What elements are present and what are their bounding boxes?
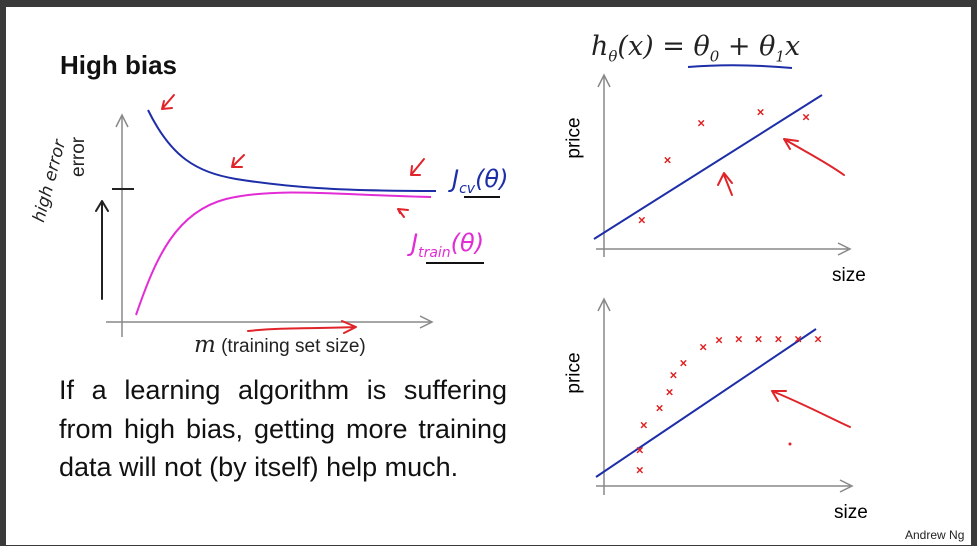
m-variable: m <box>194 332 216 358</box>
data-point-marker: × <box>665 384 674 400</box>
jtrain-curve <box>135 191 432 316</box>
data-point-marker: × <box>794 331 802 347</box>
data-point-marker: × <box>697 115 705 130</box>
learning-curve-arrows <box>161 94 425 334</box>
jcv-sub: cv <box>459 180 476 197</box>
data-point-marker: × <box>636 462 644 478</box>
equation-underline <box>687 64 793 69</box>
jcv-j: J <box>452 165 460 193</box>
data-point-marker: × <box>663 152 672 168</box>
top-plot-axes <box>596 73 852 257</box>
training-set-size-text: (training set size) <box>221 336 366 357</box>
eq-theta-sub: θ <box>608 47 618 66</box>
jcv-curve <box>147 109 437 192</box>
data-point-marker: × <box>802 109 810 124</box>
data-point-marker: × <box>774 331 783 347</box>
bottom-plot-y-label: price <box>563 352 585 394</box>
author-credit: Andrew Ng <box>905 528 965 542</box>
lecture-slide: High bias hθ(x) = θ0 + θ1x <box>6 7 971 545</box>
high-error-arrow <box>95 200 109 300</box>
data-point-marker: × <box>679 355 688 371</box>
eq-sub0: 0 <box>709 47 720 66</box>
bottom-plot-arrows <box>771 390 851 428</box>
learning-curve-axes <box>106 113 434 337</box>
data-point-marker: × <box>735 331 743 347</box>
slide-title: High bias <box>60 50 178 80</box>
bottom-plot-x-label: size <box>834 502 868 523</box>
data-point-marker: × <box>655 400 664 416</box>
data-point-marker: × <box>715 332 723 348</box>
explanation-paragraph: If a learning algorithm is suffering fro… <box>59 375 507 482</box>
slide-drawing <box>95 64 854 495</box>
top-plot-x-label: size <box>832 265 866 286</box>
bottom-plot-axes <box>596 297 854 495</box>
data-point-marker: × <box>754 331 763 347</box>
jtrain-label: Jtrain(θ) <box>411 229 484 261</box>
data-point-marker: × <box>756 104 765 120</box>
jtrain-sub: train <box>418 244 451 261</box>
data-point-marker: × <box>669 367 678 383</box>
bottom-fit-line <box>595 328 817 478</box>
top-plot-arrows <box>717 138 845 196</box>
data-point-marker: × <box>699 339 707 355</box>
data-point-marker: × <box>637 212 646 228</box>
jcv-label: Jcv(θ) <box>452 165 508 197</box>
jcv-arg: (θ) <box>475 165 509 193</box>
top-fit-line <box>593 94 823 240</box>
learning-curve-y-label: error <box>68 136 89 177</box>
data-point-marker: × <box>636 442 644 458</box>
data-point-marker: × <box>639 417 648 433</box>
data-point-marker: × <box>814 331 822 347</box>
eq-plus: + θ <box>719 31 776 62</box>
hypothesis-equation: hθ(x) = θ0 + θ1x <box>591 31 800 65</box>
learning-curve-x-label: m (training set size) <box>194 332 366 358</box>
top-plot-y-label: price <box>563 117 585 159</box>
eq-x: x <box>784 31 801 62</box>
red-dot <box>788 442 792 446</box>
jtrain-arg: (θ) <box>450 229 485 257</box>
eq-h: h <box>591 31 609 62</box>
eq-sub1: 1 <box>775 47 785 66</box>
eq-arg: (x) = θ <box>617 31 710 62</box>
jtrain-j: J <box>411 229 419 257</box>
